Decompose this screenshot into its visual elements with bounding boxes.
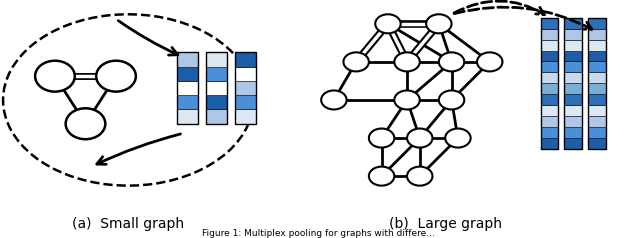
Bar: [541, 138, 558, 149]
Circle shape: [35, 61, 75, 92]
Bar: [235, 95, 256, 109]
Bar: [541, 50, 558, 61]
Bar: [541, 18, 558, 149]
Circle shape: [394, 52, 420, 71]
Bar: [235, 81, 256, 95]
Circle shape: [66, 108, 106, 139]
Circle shape: [426, 14, 452, 33]
Bar: [588, 50, 605, 61]
Bar: [565, 18, 582, 29]
Text: (a)  Small graph: (a) Small graph: [72, 217, 184, 231]
Bar: [565, 127, 582, 138]
Bar: [588, 138, 605, 149]
Bar: [541, 61, 558, 72]
Circle shape: [407, 167, 432, 186]
Bar: [235, 52, 256, 67]
Bar: [177, 95, 198, 109]
Bar: [588, 94, 605, 105]
Circle shape: [439, 90, 464, 109]
Bar: [177, 67, 198, 81]
Bar: [565, 18, 582, 149]
Text: (b)  Large graph: (b) Large graph: [389, 217, 502, 231]
Bar: [565, 138, 582, 149]
Bar: [565, 116, 582, 127]
Bar: [565, 61, 582, 72]
Bar: [565, 72, 582, 83]
Circle shape: [96, 61, 136, 92]
Circle shape: [477, 52, 502, 71]
Bar: [588, 40, 605, 51]
Bar: [206, 109, 228, 124]
Bar: [541, 105, 558, 116]
Bar: [565, 40, 582, 51]
Bar: [588, 18, 605, 149]
Bar: [588, 61, 605, 72]
Bar: [565, 83, 582, 94]
Bar: [206, 95, 228, 109]
Bar: [235, 67, 256, 81]
Bar: [206, 67, 228, 81]
Circle shape: [407, 129, 432, 148]
Circle shape: [394, 90, 420, 109]
Bar: [177, 109, 198, 124]
Text: Figure 1: Multiplex pooling for graphs with differe...: Figure 1: Multiplex pooling for graphs w…: [202, 229, 434, 238]
Circle shape: [343, 52, 369, 71]
Bar: [206, 81, 228, 95]
Bar: [588, 127, 605, 138]
Bar: [541, 83, 558, 94]
Bar: [565, 29, 582, 40]
Circle shape: [375, 14, 401, 33]
Bar: [206, 52, 228, 124]
Bar: [235, 109, 256, 124]
Bar: [588, 18, 605, 29]
Circle shape: [369, 129, 394, 148]
Circle shape: [439, 52, 464, 71]
Bar: [541, 29, 558, 40]
Bar: [541, 40, 558, 51]
Circle shape: [445, 129, 471, 148]
Bar: [588, 105, 605, 116]
Bar: [177, 81, 198, 95]
Bar: [541, 116, 558, 127]
Bar: [177, 52, 198, 67]
Bar: [565, 50, 582, 61]
Bar: [541, 94, 558, 105]
Bar: [541, 127, 558, 138]
Bar: [565, 105, 582, 116]
Bar: [541, 72, 558, 83]
Bar: [588, 72, 605, 83]
Bar: [235, 52, 256, 124]
Bar: [588, 83, 605, 94]
Bar: [177, 52, 198, 124]
Circle shape: [369, 167, 394, 186]
Bar: [206, 52, 228, 67]
Bar: [588, 29, 605, 40]
Bar: [541, 18, 558, 29]
Bar: [565, 94, 582, 105]
Circle shape: [321, 90, 347, 109]
Bar: [588, 116, 605, 127]
